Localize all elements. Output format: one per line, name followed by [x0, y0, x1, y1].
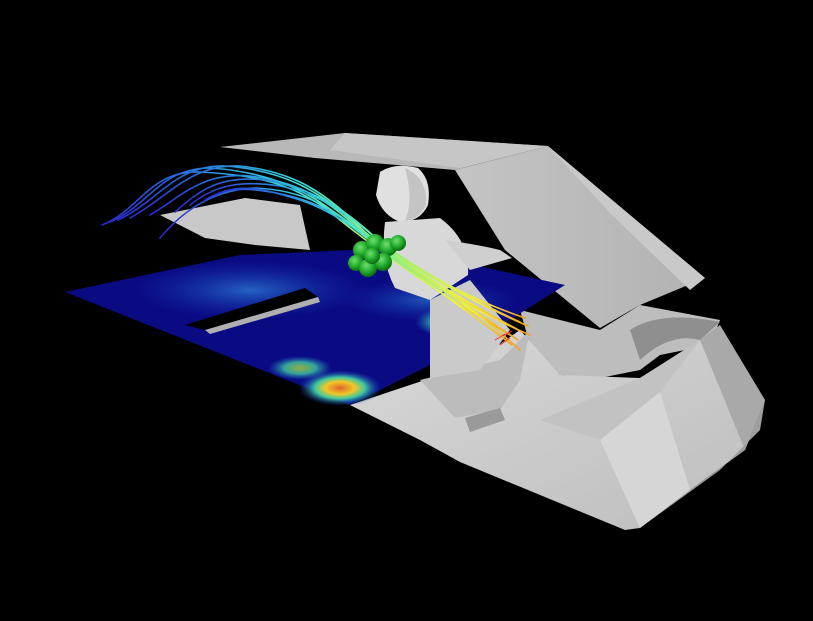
wheel-arch [630, 317, 720, 360]
particle [364, 248, 380, 264]
mannequin [376, 165, 512, 378]
particle-trace-3 [502, 330, 513, 337]
floor-cutout-edge [205, 297, 320, 334]
cabin-rear-end [700, 325, 765, 450]
streamline-6 [159, 187, 513, 346]
dashboard-panel [160, 198, 310, 250]
mannequin-legs [430, 280, 510, 378]
particle [390, 235, 406, 251]
mannequin-arm [445, 240, 512, 270]
contour-region-blue [130, 260, 370, 320]
contour-hotspot-front [298, 370, 382, 406]
cabin-sill-facet [540, 340, 700, 440]
cabin-rear-upper-face [548, 146, 705, 290]
cabin-rear-upper-panel [455, 146, 705, 328]
streamline-4 [129, 165, 523, 333]
cabin-roof-top [330, 133, 548, 168]
seat-frame [465, 408, 505, 432]
particle-trace-2 [499, 337, 511, 346]
streamline-7 [174, 178, 526, 319]
streamline-10 [214, 187, 531, 336]
contour-hotspot-low [268, 356, 332, 380]
cabin-geometry [160, 133, 765, 530]
floor-cutout [185, 288, 318, 330]
seat-base [420, 330, 530, 418]
mannequin-head-shade [405, 168, 427, 221]
streamlines [101, 165, 531, 351]
mannequin-torso [383, 218, 469, 300]
cabin-door-panel [600, 392, 690, 528]
seat [420, 330, 530, 432]
particle-traces [494, 330, 513, 346]
streamline-8 [189, 182, 529, 327]
particle-cluster [348, 234, 406, 277]
particle-trace-1 [494, 333, 506, 341]
